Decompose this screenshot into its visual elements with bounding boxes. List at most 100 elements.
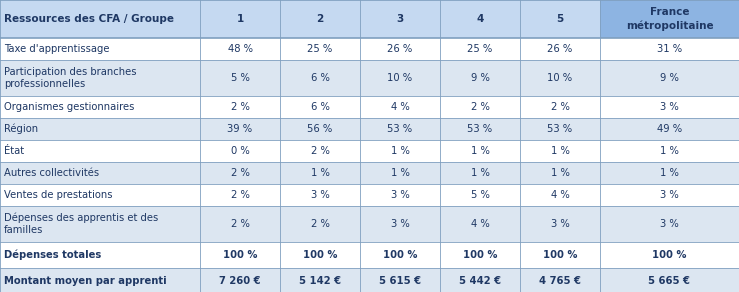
Text: Ventes de prestations: Ventes de prestations bbox=[4, 190, 112, 200]
Text: 2 %: 2 % bbox=[471, 102, 489, 112]
Bar bbox=[200, 268, 280, 292]
Bar bbox=[200, 96, 280, 118]
Bar bbox=[360, 118, 440, 140]
Bar bbox=[200, 38, 280, 60]
Bar bbox=[360, 184, 440, 206]
Text: Taxe d'apprentissage: Taxe d'apprentissage bbox=[4, 44, 109, 54]
Text: 5 615 €: 5 615 € bbox=[379, 276, 421, 286]
Text: 4 %: 4 % bbox=[551, 190, 569, 200]
Bar bbox=[520, 162, 600, 184]
Bar bbox=[200, 140, 280, 162]
Text: 2: 2 bbox=[316, 14, 324, 24]
Text: 0 %: 0 % bbox=[231, 146, 249, 156]
Bar bbox=[360, 96, 440, 118]
Text: 6 %: 6 % bbox=[310, 102, 330, 112]
Text: 1 %: 1 % bbox=[310, 168, 330, 178]
Text: 3 %: 3 % bbox=[660, 190, 679, 200]
Text: Participation des branches
professionnelles: Participation des branches professionnel… bbox=[4, 67, 137, 89]
Text: 5 %: 5 % bbox=[471, 190, 489, 200]
Bar bbox=[520, 268, 600, 292]
Text: 5 665 €: 5 665 € bbox=[649, 276, 690, 286]
Text: 2 %: 2 % bbox=[231, 102, 250, 112]
Bar bbox=[280, 140, 360, 162]
Bar bbox=[200, 242, 280, 268]
Bar bbox=[600, 162, 739, 184]
Text: 100 %: 100 % bbox=[653, 250, 687, 260]
Bar bbox=[280, 118, 360, 140]
Text: 48 %: 48 % bbox=[228, 44, 253, 54]
Bar bbox=[440, 96, 520, 118]
Bar bbox=[600, 206, 739, 242]
Text: 6 %: 6 % bbox=[310, 73, 330, 83]
Text: 2 %: 2 % bbox=[231, 219, 250, 229]
Text: 4 765 €: 4 765 € bbox=[539, 276, 581, 286]
Bar bbox=[360, 140, 440, 162]
Bar bbox=[440, 118, 520, 140]
Text: 1: 1 bbox=[236, 14, 244, 24]
Bar bbox=[0, 268, 200, 292]
Bar bbox=[360, 0, 440, 38]
Text: Montant moyen par apprenti: Montant moyen par apprenti bbox=[4, 276, 166, 286]
Text: 53 %: 53 % bbox=[387, 124, 412, 134]
Text: 25 %: 25 % bbox=[307, 44, 333, 54]
Text: 5 142 €: 5 142 € bbox=[299, 276, 341, 286]
Bar bbox=[520, 0, 600, 38]
Bar bbox=[280, 38, 360, 60]
Text: 26 %: 26 % bbox=[548, 44, 573, 54]
Bar bbox=[600, 268, 739, 292]
Text: 4: 4 bbox=[477, 14, 484, 24]
Text: 100 %: 100 % bbox=[383, 250, 418, 260]
Bar bbox=[0, 38, 200, 60]
Bar bbox=[440, 242, 520, 268]
Text: 5: 5 bbox=[556, 14, 564, 24]
Bar bbox=[440, 140, 520, 162]
Text: 39 %: 39 % bbox=[228, 124, 253, 134]
Bar bbox=[600, 0, 739, 38]
Bar bbox=[440, 0, 520, 38]
Text: 53 %: 53 % bbox=[548, 124, 573, 134]
Bar bbox=[600, 184, 739, 206]
Bar bbox=[200, 60, 280, 96]
Text: 7 260 €: 7 260 € bbox=[219, 276, 261, 286]
Bar bbox=[200, 184, 280, 206]
Bar bbox=[520, 184, 600, 206]
Text: 2 %: 2 % bbox=[231, 168, 250, 178]
Text: Dépenses totales: Dépenses totales bbox=[4, 250, 101, 260]
Text: 1 %: 1 % bbox=[551, 146, 570, 156]
Bar bbox=[440, 184, 520, 206]
Bar bbox=[200, 0, 280, 38]
Text: 4 %: 4 % bbox=[391, 102, 409, 112]
Text: 3 %: 3 % bbox=[310, 190, 330, 200]
Bar bbox=[280, 268, 360, 292]
Bar bbox=[0, 60, 200, 96]
Text: 49 %: 49 % bbox=[657, 124, 682, 134]
Text: 31 %: 31 % bbox=[657, 44, 682, 54]
Bar bbox=[520, 60, 600, 96]
Text: 2 %: 2 % bbox=[231, 190, 250, 200]
Text: 1 %: 1 % bbox=[660, 168, 679, 178]
Text: 3 %: 3 % bbox=[391, 190, 409, 200]
Bar bbox=[0, 96, 200, 118]
Text: État: État bbox=[4, 146, 24, 156]
Text: 1 %: 1 % bbox=[471, 146, 489, 156]
Bar bbox=[600, 38, 739, 60]
Bar bbox=[280, 96, 360, 118]
Bar bbox=[280, 0, 360, 38]
Bar bbox=[200, 206, 280, 242]
Bar bbox=[360, 206, 440, 242]
Text: 56 %: 56 % bbox=[307, 124, 333, 134]
Text: 100 %: 100 % bbox=[542, 250, 577, 260]
Text: 4 %: 4 % bbox=[471, 219, 489, 229]
Text: Autres collectivités: Autres collectivités bbox=[4, 168, 99, 178]
Text: 1 %: 1 % bbox=[471, 168, 489, 178]
Bar bbox=[280, 242, 360, 268]
Text: 3 %: 3 % bbox=[660, 102, 679, 112]
Bar bbox=[280, 206, 360, 242]
Text: 10 %: 10 % bbox=[387, 73, 412, 83]
Text: 100 %: 100 % bbox=[463, 250, 497, 260]
Bar bbox=[600, 118, 739, 140]
Text: 3 %: 3 % bbox=[551, 219, 569, 229]
Text: 5 %: 5 % bbox=[231, 73, 250, 83]
Text: 1 %: 1 % bbox=[391, 168, 409, 178]
Bar bbox=[0, 162, 200, 184]
